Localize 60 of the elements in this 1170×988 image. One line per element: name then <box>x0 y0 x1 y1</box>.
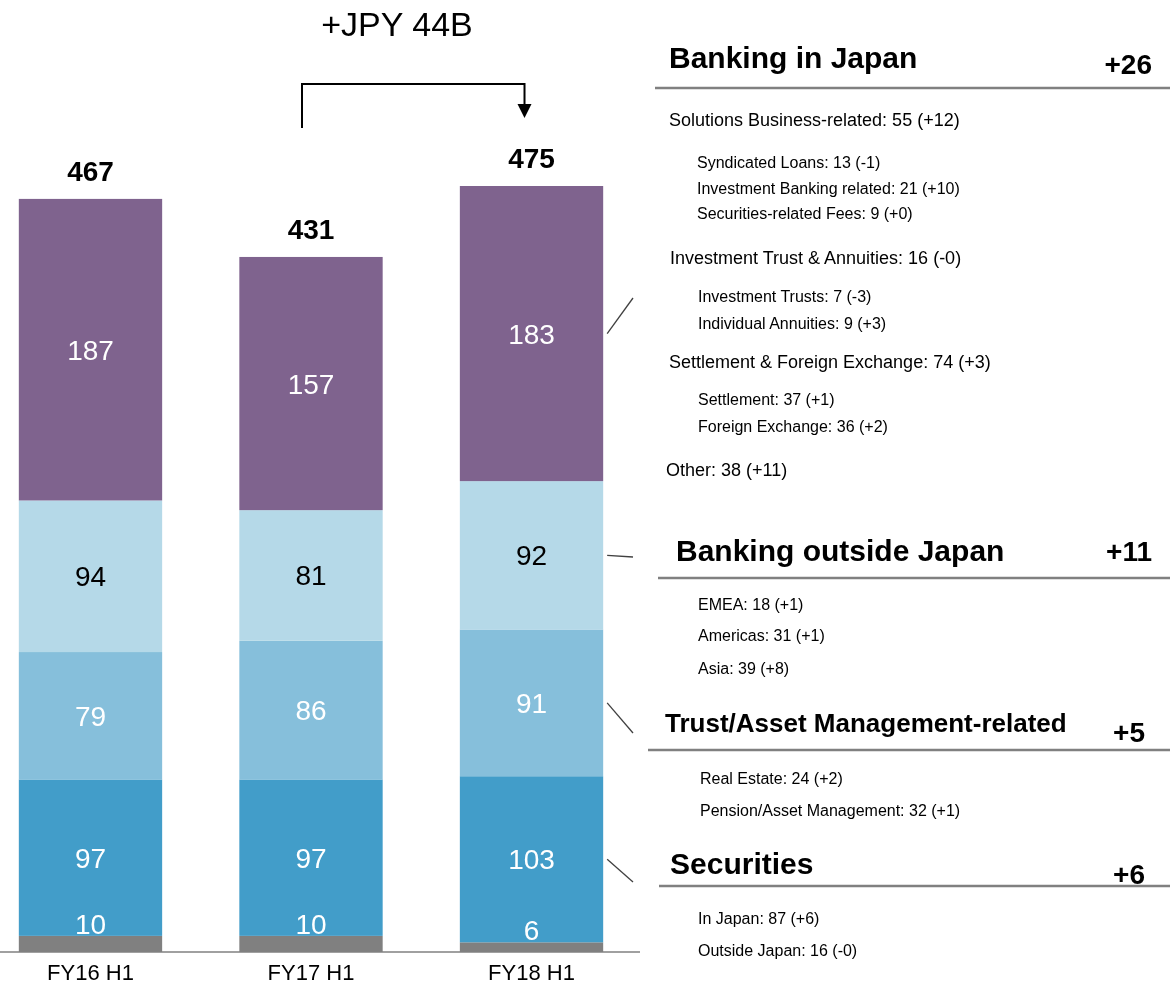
text: In Japan: 87 (+6) <box>698 910 820 927</box>
text: Settlement: 37 (+1) <box>698 391 835 408</box>
bar <box>459 186 604 482</box>
text: Trust/Asset Management-related <box>665 708 1067 738</box>
data-label: 187 <box>67 334 114 366</box>
data-label: 10 <box>74 908 107 940</box>
text: Other: 38 (+11) <box>666 460 788 480</box>
text: Investment Banking related: 21 (+10) <box>697 180 960 197</box>
x-tick-label: FY18 H1 <box>488 960 575 985</box>
text: +JPY 44B <box>321 5 473 43</box>
text: Banking in Japan <box>669 41 918 74</box>
text: Real Estate: 24 (+2) <box>700 770 843 787</box>
text: Securities <box>670 847 814 880</box>
text: Foreign Exchange: 36 (+2) <box>698 418 888 435</box>
bar <box>18 500 163 653</box>
bar <box>459 481 604 630</box>
text: Investment Trusts: 7 (-3) <box>698 288 872 305</box>
data-label: 157 <box>287 368 335 400</box>
bar <box>459 629 604 777</box>
bar <box>18 652 163 780</box>
text: Banking outside Japan <box>676 534 1005 567</box>
data-label: 183 <box>508 318 555 350</box>
total-label: 475 <box>508 143 555 174</box>
text: +6 <box>1113 859 1145 890</box>
data-label: 103 <box>508 844 555 876</box>
text: Individual Annuities: 9 (+3) <box>698 315 887 332</box>
bar <box>459 776 604 943</box>
total-label: 467 <box>67 155 114 187</box>
bar <box>18 779 163 936</box>
text: Pension/Asset Management: 32 (+1) <box>700 802 961 819</box>
bar <box>239 779 383 936</box>
bar <box>239 510 383 641</box>
bar <box>18 198 163 501</box>
data-label: 97 <box>74 842 107 874</box>
data-label: 91 <box>515 687 548 719</box>
text: Securities-related Fees: 9 (+0) <box>697 205 913 222</box>
bar <box>239 640 383 780</box>
data-label: 6 <box>523 915 540 947</box>
total-label: 431 <box>287 213 335 245</box>
data-label: 81 <box>295 560 327 592</box>
data-label: 97 <box>295 842 327 874</box>
text: Investment Trust & Annuities: 16 (-0) <box>670 248 962 268</box>
text: +11 <box>1106 536 1152 567</box>
data-label: 92 <box>515 540 548 572</box>
text: +26 <box>1104 49 1152 80</box>
data-label: 10 <box>295 908 327 940</box>
text: Asia: 39 (+8) <box>698 660 790 677</box>
text: EMEA: 18 (+1) <box>698 596 804 613</box>
text: Settlement & Foreign Exchange: 74 (+3) <box>669 352 991 372</box>
text: Syndicated Loans: 13 (-1) <box>697 154 881 171</box>
text: Solutions Business-related: 55 (+12) <box>669 110 960 130</box>
bar <box>239 256 383 511</box>
data-label: 86 <box>295 695 327 727</box>
data-label: 94 <box>74 561 107 593</box>
data-label: 79 <box>74 700 107 732</box>
x-tick-label: FY17 H1 <box>267 960 355 985</box>
text: +5 <box>1113 717 1145 748</box>
x-tick-label: FY16 H1 <box>47 960 134 985</box>
text: Americas: 31 (+1) <box>698 627 825 644</box>
text: Outside Japan: 16 (-0) <box>698 942 858 959</box>
